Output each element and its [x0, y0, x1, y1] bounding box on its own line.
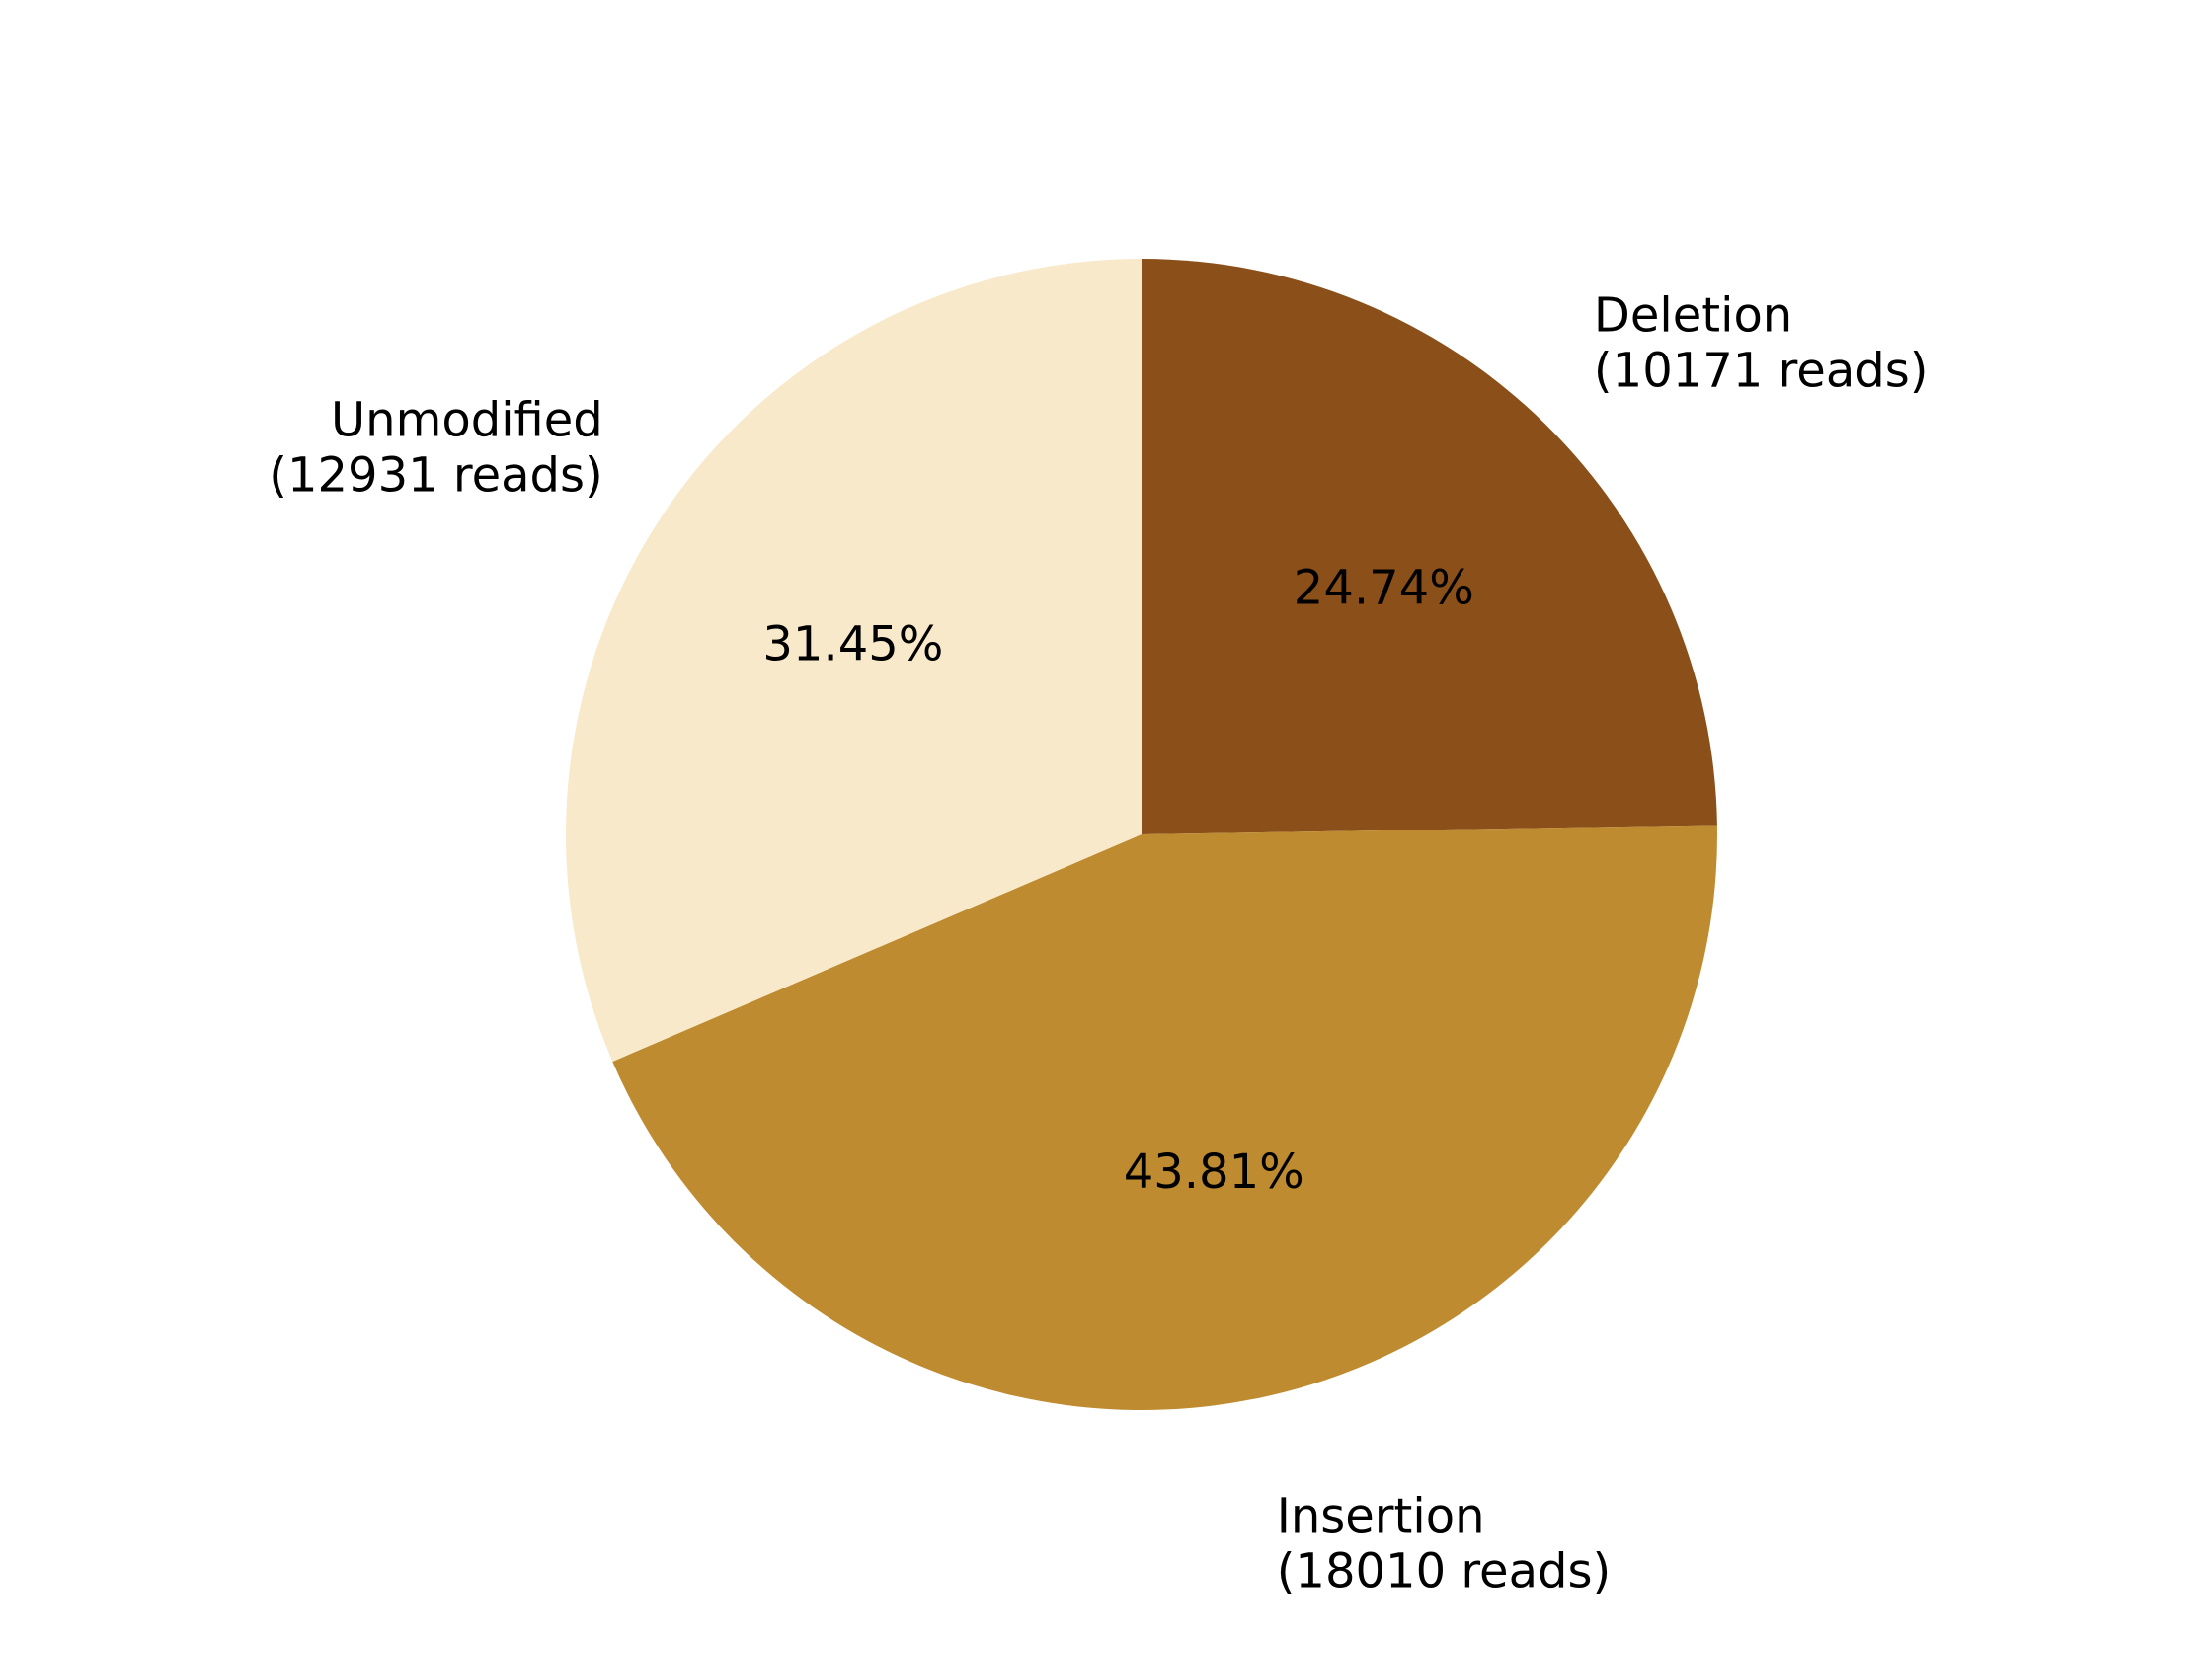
slice-reads-insertion: (18010 reads)	[1277, 1543, 1612, 1599]
pie-slice-insertion	[612, 825, 1718, 1410]
slice-label-deletion: Deletion (10171 reads)	[1594, 288, 1929, 399]
percent-label-deletion: 24.74%	[1294, 561, 1474, 616]
slice-reads-deletion: (10171 reads)	[1594, 344, 1929, 399]
pie-slice-deletion	[1142, 259, 1717, 834]
percent-label-insertion: 43.81%	[1124, 1145, 1304, 1200]
slice-label-insertion: Insertion (18010 reads)	[1277, 1488, 1612, 1599]
slice-label-unmodified: Unmodified (12931 reads)	[269, 393, 603, 504]
pie-slices	[566, 259, 1718, 1410]
pie-labels: 24.74% Deletion (10171 reads) 43.81% Inserti…	[269, 288, 1928, 1600]
slice-reads-unmodified: (12931 reads)	[269, 448, 603, 504]
slice-name-unmodified: Unmodified	[331, 393, 603, 448]
pie-slice-unmodified	[566, 259, 1142, 1062]
slice-name-insertion: Insertion	[1277, 1488, 1485, 1543]
slice-name-deletion: Deletion	[1594, 288, 1792, 344]
percent-label-unmodified: 31.45%	[762, 617, 943, 672]
